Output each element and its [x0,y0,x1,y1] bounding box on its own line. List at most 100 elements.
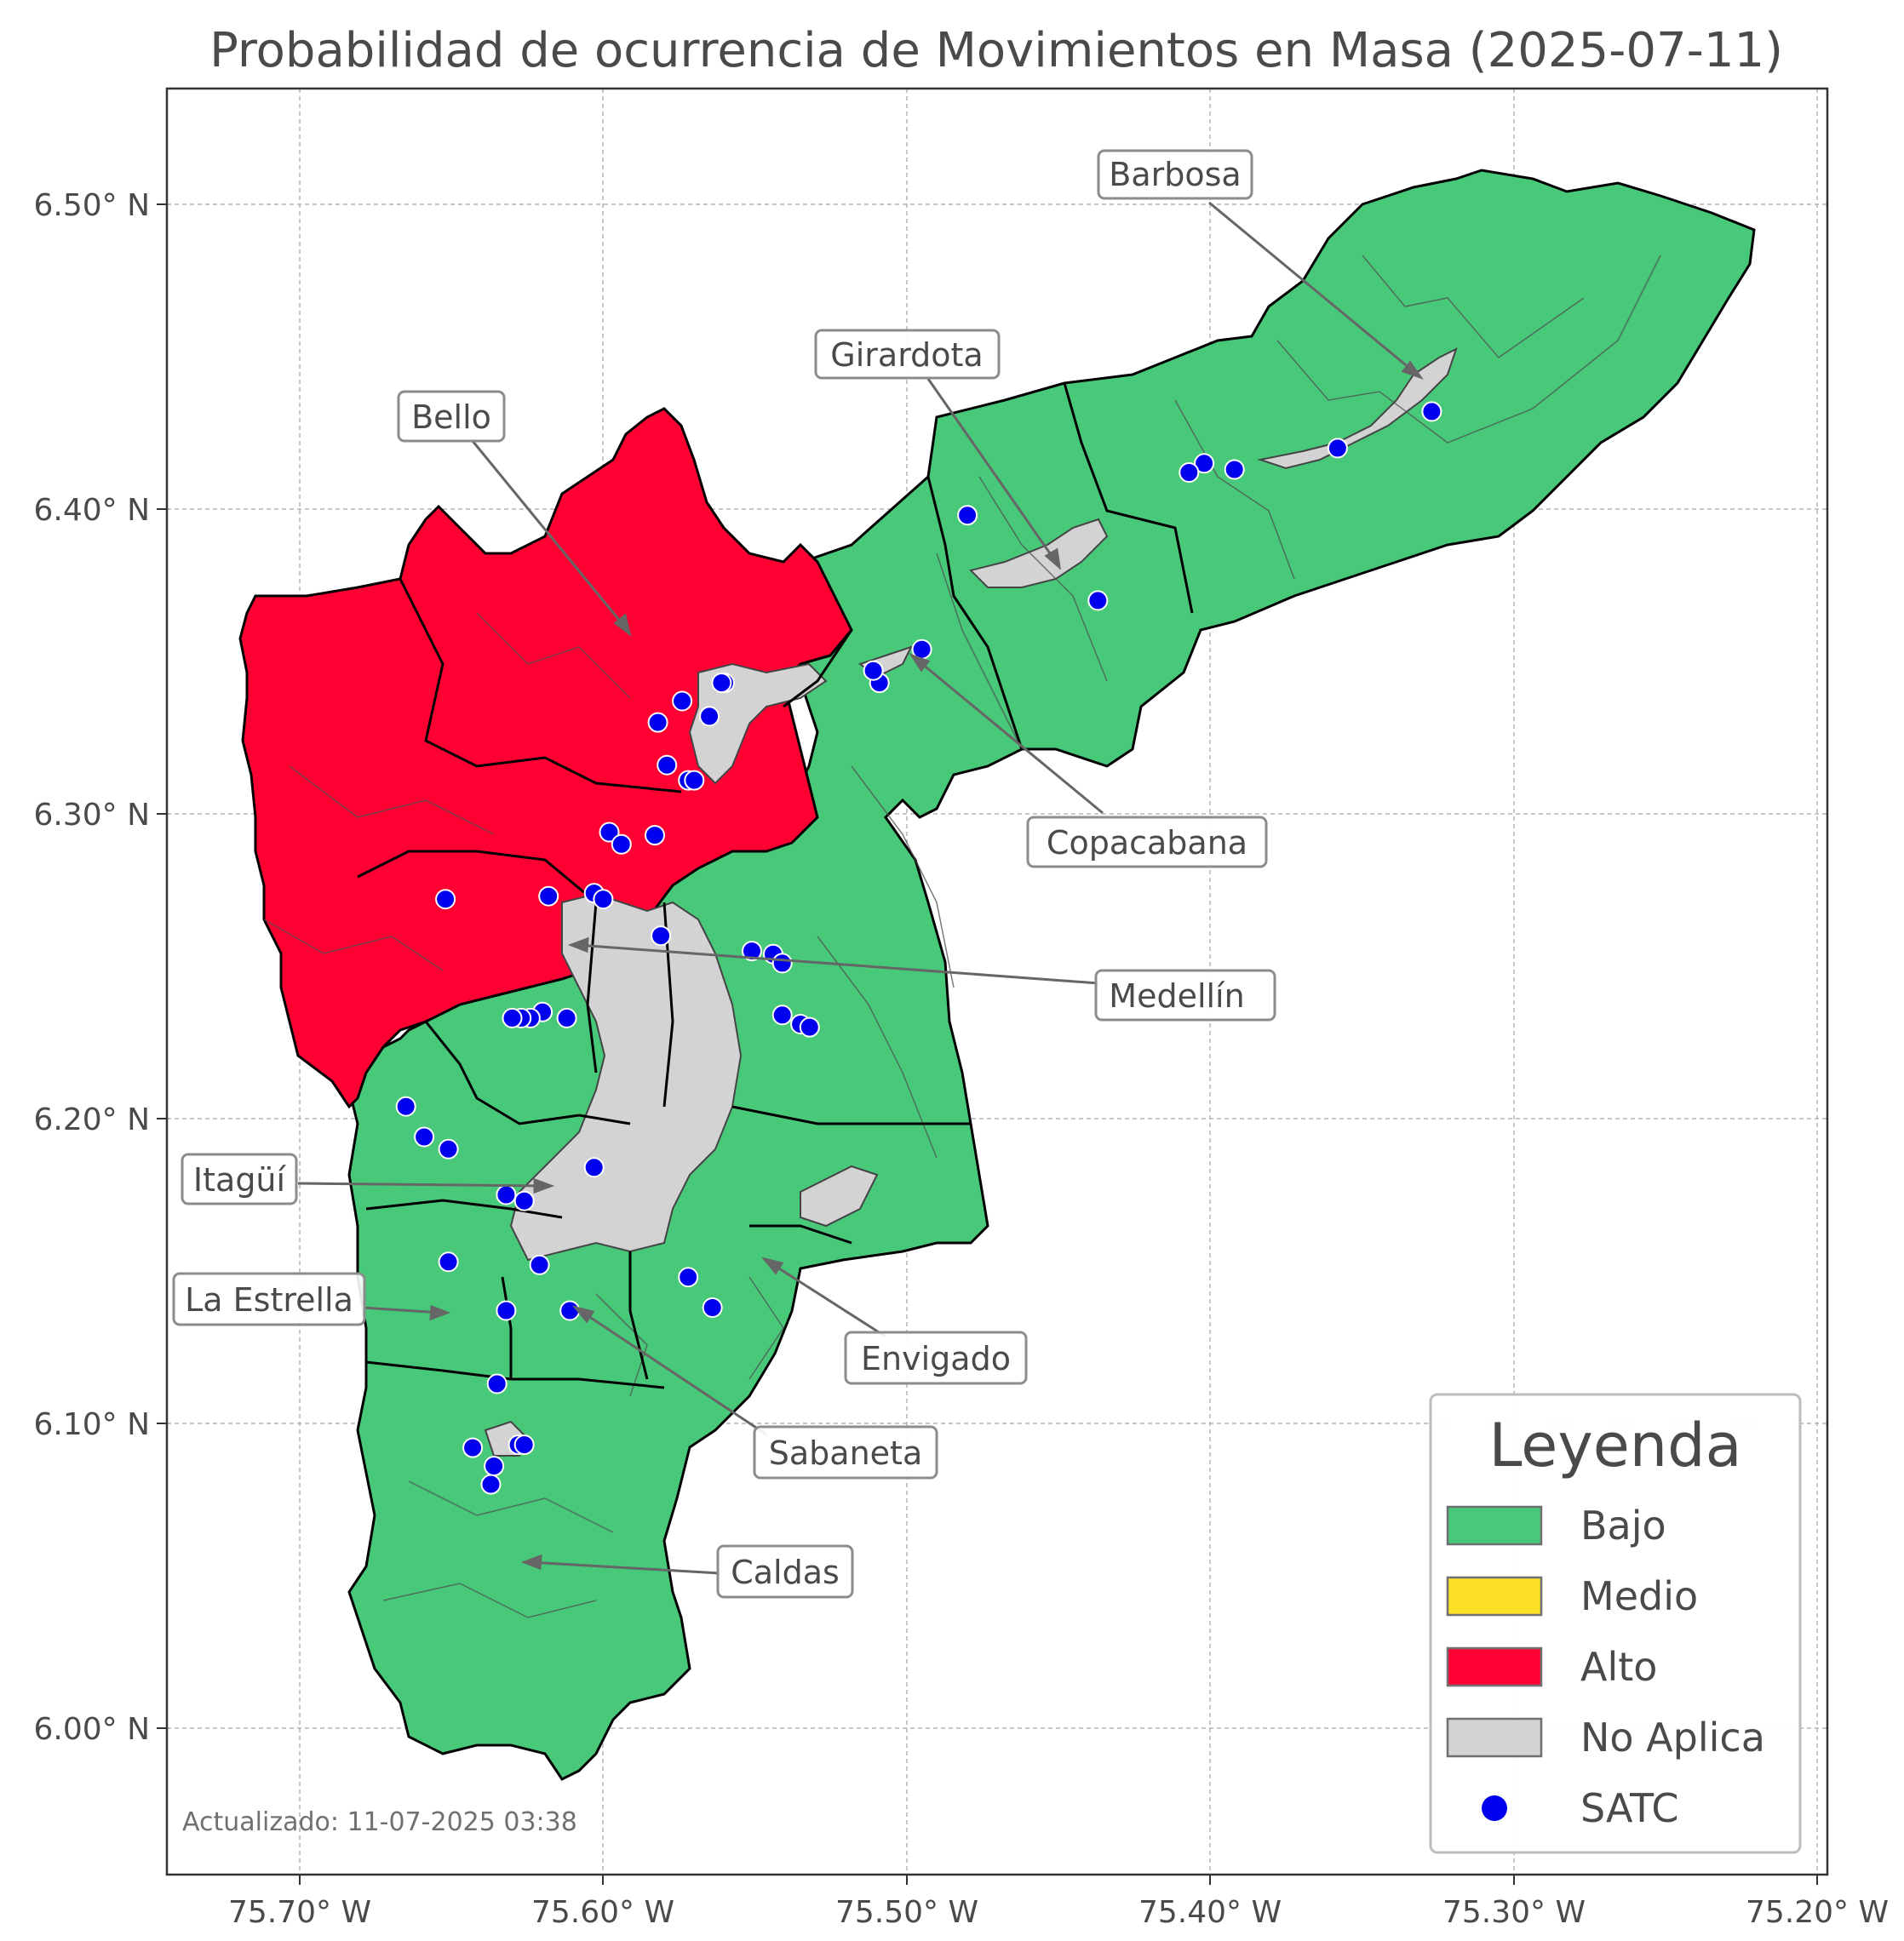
label-text: Bello [411,398,491,436]
label-box [1094,969,1276,1022]
urban-envigado-east [800,1165,879,1228]
satc-station-point [538,885,559,907]
urban-girardota [969,518,1109,588]
satc-station-point [480,1474,502,1495]
subdivision-lines [263,255,1661,1618]
satc-station-point [645,825,665,846]
satc-station-point [678,1267,699,1288]
satc-station-point [771,953,793,974]
y-tick-label: 6.00° N [33,1712,150,1747]
satc-station-point [593,889,614,910]
satc-station-point [651,925,672,947]
x-tick-label: 75.20° W [1746,1895,1889,1930]
satc-station-point [486,1373,508,1394]
satc-stations [395,401,1442,1495]
label-text: Barbosa [1109,156,1241,193]
x-tick-label: 75.40° W [1138,1895,1282,1930]
satc-station-point [1087,590,1109,611]
satc-station-point [599,822,620,843]
label-text: Girardota [830,336,983,374]
label-text: Medellín [1109,977,1244,1015]
satc-station-point [647,712,668,733]
label-box [844,1331,1028,1385]
satc-station-point [1224,459,1245,480]
legend-swatch-no-aplica [1446,1717,1543,1758]
municipal-boundaries [357,382,1194,1389]
label-text: Itagüí [193,1161,287,1199]
x-tick-label: 75.30° W [1442,1895,1586,1930]
urban-bello [688,662,828,785]
annotation-arrows [297,201,1424,1575]
satc-station-point [1194,453,1215,474]
x-tick-label: 75.50° W [835,1895,978,1930]
satc-station-point [484,1456,505,1477]
label-la-estrella: La Estrella [172,1272,366,1326]
satc-station-point [799,1016,820,1038]
label-text: Sabaneta [769,1434,922,1472]
legend-label: SATC [1580,1785,1678,1831]
satc-station-point [513,1190,535,1211]
label-box [716,1544,854,1599]
y-tick-label: 6.40° N [33,493,150,528]
label-box [181,1153,298,1205]
legend: Leyenda Bajo Medio Alto No Aplica SATC [1429,1393,1802,1854]
satc-station-point [657,754,678,776]
x-tick-label: 75.70° W [228,1895,371,1930]
satc-station-point [435,889,456,910]
label-barbosa: Barbosa [1097,149,1253,200]
satc-station-point [395,1096,416,1117]
label-box [172,1272,366,1326]
legend-label: Bajo [1580,1503,1666,1549]
satc-station-point [496,1184,517,1205]
satc-station-point [1421,401,1442,422]
label-box [753,1425,938,1480]
label-copacabana: Copacabana [1026,816,1268,868]
legend-label: No Aplica [1580,1715,1765,1761]
plot-frame [165,87,1829,1876]
map-title: Probabilidad de ocurrencia de Movimiento… [209,23,1783,78]
satc-station-point [863,660,884,681]
satc-station-point [414,1126,435,1148]
satc-station-point [559,1300,581,1321]
satc-station-point [438,1251,459,1273]
municipality-labels: Barbosa Girardota Bello Copacabana Medel… [172,149,1276,1599]
satc-station-point [702,1297,723,1318]
y-tick-label: 6.20° N [33,1102,150,1137]
legend-swatch-medio [1446,1576,1543,1617]
label-girardota: Girardota [814,329,1001,380]
label-text: Copacabana [1047,824,1247,862]
satc-station-point [1179,462,1200,483]
label-box [814,329,1001,380]
x-tick-label: 75.60° W [531,1895,674,1930]
y-tick-label: 6.30° N [33,798,150,833]
legend-swatch-alto [1446,1646,1543,1687]
label-text: Caldas [731,1554,840,1591]
satc-station-point [742,941,762,962]
satc-station-point [462,1437,484,1458]
y-tick-labels: 6.50° N 6.40° N 6.30° N 6.20° N 6.10° N … [33,188,150,1747]
region-bajo [347,169,1756,1781]
y-tick-label: 6.10° N [33,1407,150,1442]
satc-station-point [513,1434,535,1456]
satc-station-point [496,1300,517,1321]
label-bello: Bello [397,390,506,443]
satc-station-point [556,1007,577,1028]
satc-station-point [771,1005,793,1026]
x-tick-labels: 75.70° W 75.60° W 75.50° W 75.40° W 75.3… [228,1895,1889,1930]
satc-station-point [672,690,693,712]
satc-station-point [957,505,978,526]
satc-station-point [583,1157,605,1178]
label-medellin: Medellín [1094,969,1276,1022]
satc-station-point [1327,438,1348,459]
satc-station-point [611,833,632,855]
satc-station-point [699,706,720,727]
label-itagui: Itagüí [181,1153,298,1205]
label-box [397,390,506,443]
label-text: La Estrella [185,1281,353,1319]
satc-station-point [438,1138,459,1159]
satc-station-point [711,673,732,694]
update-timestamp: Actualizado: 11-07-2025 03:38 [182,1807,577,1837]
urban-valley [509,892,743,1262]
legend-label: Medio [1580,1573,1698,1619]
